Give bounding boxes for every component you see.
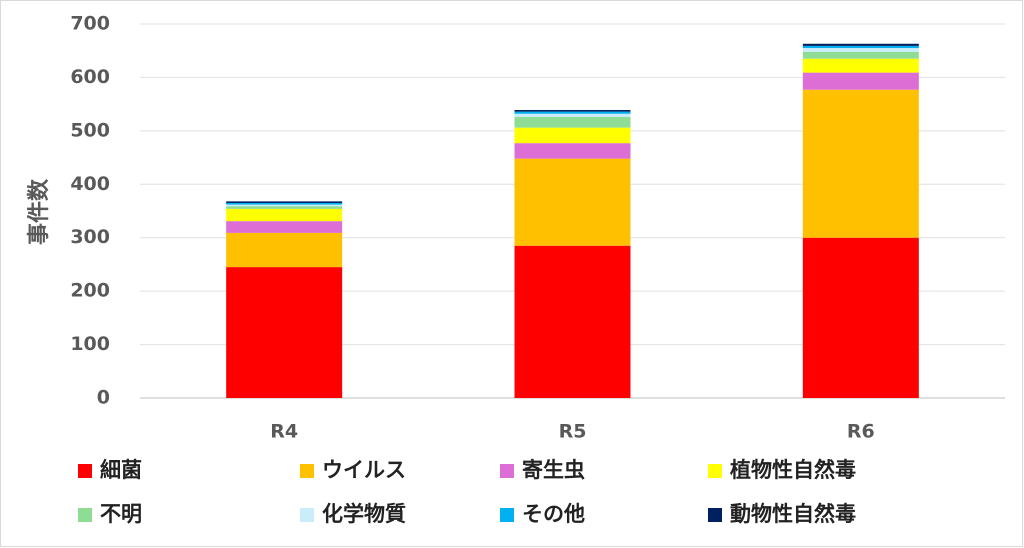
bar-segment xyxy=(802,48,919,52)
y-tick-label: 500 xyxy=(70,119,110,141)
legend-swatch xyxy=(500,464,514,478)
legend-label: 植物性自然毒 xyxy=(730,458,856,482)
legend-label: 化学物質 xyxy=(322,502,406,526)
bar-segment xyxy=(514,113,631,117)
bar-segment xyxy=(514,143,631,159)
bar-segment xyxy=(226,208,343,222)
bar-segment xyxy=(514,110,631,112)
legend-label: ウイルス xyxy=(322,458,406,482)
bar-segment xyxy=(802,58,919,73)
legend-swatch xyxy=(708,464,722,478)
bar-segment xyxy=(226,267,343,398)
bar-segment xyxy=(514,245,631,398)
bar-segment xyxy=(802,43,919,46)
legend-swatch xyxy=(78,508,92,522)
y-tick-label: 400 xyxy=(70,173,110,195)
bar-segment xyxy=(802,237,919,398)
x-tick-label: R5 xyxy=(559,421,587,443)
bar-segment xyxy=(802,72,919,90)
y-tick-label: 300 xyxy=(70,226,110,248)
legend-label: 寄生虫 xyxy=(522,458,585,482)
legend-swatch xyxy=(500,508,514,522)
y-tick-label: 100 xyxy=(70,333,110,355)
y-tick-label: 600 xyxy=(70,66,110,88)
bar-segment xyxy=(226,221,343,233)
legend-label: 動物性自然毒 xyxy=(730,502,856,526)
bar-segment xyxy=(226,202,343,205)
legend-swatch xyxy=(300,508,314,522)
bar-segment xyxy=(514,158,631,246)
legend-label: 細菌 xyxy=(100,458,142,482)
bar-segment xyxy=(226,204,343,207)
legend-swatch xyxy=(708,508,722,522)
legend-swatch xyxy=(300,464,314,478)
bar-segment xyxy=(802,89,919,238)
legend-swatch xyxy=(78,464,92,478)
x-tick-label: R6 xyxy=(847,421,875,443)
y-tick-label: 700 xyxy=(70,13,110,35)
bar-segment xyxy=(514,127,631,144)
y-tick-label: 200 xyxy=(70,280,110,302)
legend-label: 不明 xyxy=(100,502,142,526)
bar-segment xyxy=(802,51,919,59)
bar-segment xyxy=(226,232,343,268)
bar-segment xyxy=(226,201,343,203)
bar-segment xyxy=(226,206,343,209)
y-axis-label: 事件数 xyxy=(26,178,52,245)
bar-segment xyxy=(514,116,631,128)
legend-label: その他 xyxy=(522,502,585,526)
x-tick-label: R4 xyxy=(270,421,298,443)
bar-segment xyxy=(514,111,631,114)
y-tick-label: 0 xyxy=(97,387,110,409)
bar-segment xyxy=(802,45,919,49)
